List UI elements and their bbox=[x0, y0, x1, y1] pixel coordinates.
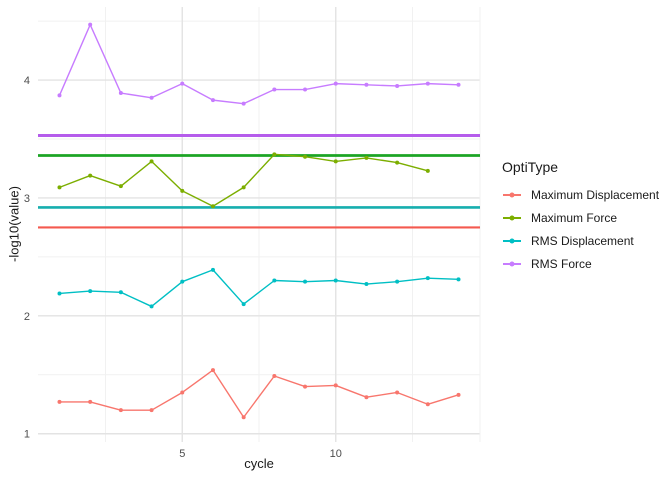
data-point-maximum-force bbox=[241, 185, 246, 190]
data-point-rms-force bbox=[333, 81, 338, 86]
data-point-rms-displacement bbox=[180, 279, 185, 284]
data-point-maximum-displacement bbox=[241, 415, 246, 420]
data-point-maximum-displacement bbox=[303, 384, 308, 389]
data-point-maximum-displacement bbox=[456, 392, 461, 397]
data-point-rms-displacement bbox=[241, 302, 246, 307]
data-point-rms-force bbox=[395, 83, 400, 88]
data-point-maximum-displacement bbox=[333, 383, 338, 388]
legend-key-point-icon bbox=[509, 215, 515, 220]
data-point-maximum-force bbox=[333, 159, 338, 164]
data-point-rms-force bbox=[57, 93, 62, 98]
y-tick-label: 1 bbox=[24, 429, 30, 441]
data-point-maximum-displacement bbox=[180, 390, 185, 395]
legend-label: Maximum Displacement bbox=[531, 187, 660, 202]
data-point-rms-displacement bbox=[303, 279, 308, 284]
data-point-maximum-displacement bbox=[210, 368, 215, 373]
data-point-rms-displacement bbox=[272, 278, 277, 283]
data-point-maximum-displacement bbox=[364, 395, 369, 400]
legend-entry-maximum-force: Maximum Force bbox=[500, 206, 659, 229]
legend-key-line-icon bbox=[503, 238, 521, 243]
data-point-maximum-force bbox=[118, 184, 123, 189]
data-point-maximum-displacement bbox=[149, 408, 154, 413]
data-point-rms-displacement bbox=[425, 276, 430, 281]
data-point-maximum-force bbox=[425, 168, 430, 173]
data-point-rms-force bbox=[364, 82, 369, 87]
y-tick-label: 4 bbox=[24, 75, 30, 87]
data-point-rms-force bbox=[88, 22, 93, 27]
legend-entry-rms-force: RMS Force bbox=[500, 252, 659, 275]
data-point-maximum-force bbox=[210, 204, 215, 209]
y-tick-label: 3 bbox=[24, 193, 30, 205]
data-point-rms-force bbox=[456, 82, 461, 87]
data-point-maximum-force bbox=[303, 154, 308, 159]
legend-key-point-icon bbox=[509, 261, 515, 266]
data-point-rms-force bbox=[210, 98, 215, 103]
data-point-maximum-force bbox=[57, 185, 62, 190]
data-point-rms-force bbox=[180, 81, 185, 86]
data-point-rms-force bbox=[272, 87, 277, 92]
y-tick-label: 2 bbox=[24, 311, 30, 323]
legend-label: RMS Displacement bbox=[531, 233, 634, 248]
legend-key-point-icon bbox=[509, 192, 515, 197]
series-line-rms-displacement bbox=[58, 269, 460, 308]
legend-key-line-icon bbox=[503, 215, 521, 220]
x-axis-title: cycle bbox=[244, 456, 274, 471]
legend-title: OptiType bbox=[502, 159, 559, 175]
legend-key-line-icon bbox=[503, 192, 521, 197]
data-point-maximum-force bbox=[364, 155, 369, 160]
data-point-rms-displacement bbox=[456, 277, 461, 282]
legend-key-line-icon bbox=[503, 261, 521, 266]
data-point-rms-displacement bbox=[118, 290, 123, 295]
x-tick-label: 10 bbox=[330, 448, 342, 460]
data-point-maximum-force bbox=[395, 160, 400, 165]
data-point-maximum-force bbox=[149, 159, 154, 164]
data-point-maximum-force bbox=[180, 188, 185, 193]
data-point-rms-displacement bbox=[364, 282, 369, 287]
y-axis-title: -log10(value) bbox=[6, 186, 22, 262]
legend-label: Maximum Force bbox=[531, 210, 618, 225]
data-point-maximum-displacement bbox=[272, 373, 277, 378]
data-point-rms-force bbox=[425, 81, 430, 86]
data-point-maximum-displacement bbox=[425, 402, 430, 407]
legend: OptiType Maximum Displacement Maximum Fo… bbox=[500, 159, 659, 275]
legend-key-point-icon bbox=[509, 238, 515, 243]
data-point-rms-displacement bbox=[210, 267, 215, 272]
data-point-rms-force bbox=[303, 87, 308, 92]
data-point-rms-displacement bbox=[333, 278, 338, 283]
series-line-maximum-displacement bbox=[58, 369, 460, 418]
x-tick-label: 5 bbox=[179, 448, 185, 460]
data-point-maximum-displacement bbox=[57, 399, 62, 404]
data-point-maximum-force bbox=[272, 152, 277, 157]
legend-label: RMS Force bbox=[531, 256, 592, 271]
data-point-maximum-force bbox=[88, 173, 93, 178]
legend-entry-maximum-displacement: Maximum Displacement bbox=[500, 183, 659, 206]
legend-entry-rms-displacement: RMS Displacement bbox=[500, 229, 659, 252]
data-point-maximum-displacement bbox=[118, 408, 123, 413]
data-point-rms-displacement bbox=[149, 304, 154, 309]
data-point-maximum-displacement bbox=[395, 390, 400, 395]
data-point-rms-force bbox=[241, 101, 246, 106]
data-point-rms-displacement bbox=[57, 291, 62, 296]
data-point-maximum-displacement bbox=[88, 399, 93, 404]
data-point-rms-force bbox=[149, 95, 154, 100]
data-point-rms-displacement bbox=[88, 289, 93, 294]
data-point-rms-displacement bbox=[395, 279, 400, 284]
data-point-rms-force bbox=[118, 91, 123, 96]
series-line-rms-force bbox=[58, 23, 460, 105]
